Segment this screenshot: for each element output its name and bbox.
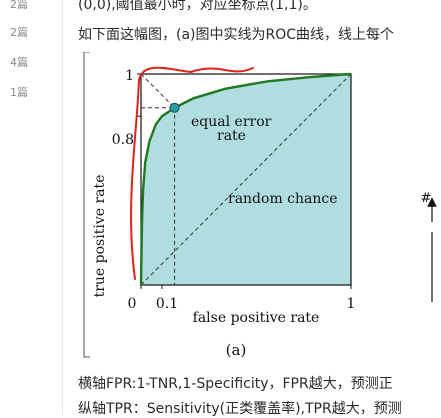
random-chance-label: random chance [228, 191, 338, 207]
sidebar-item-count[interactable]: 2篇 [10, 0, 28, 11]
x-axis-label: false positive rate [193, 310, 320, 326]
article-text-line: 如下面这幅图，(a)图中实线为ROC曲线，线上每个 [78, 27, 395, 43]
article-text-line: 横轴FPR:1-TNR,1-Specificity，FPR越大，预测正 [78, 376, 393, 392]
random-chance-line [140, 73, 352, 286]
equal-error-point [169, 102, 180, 113]
sidebar-divider [62, 0, 63, 415]
sidebar-item-count[interactable]: 2篇 [10, 26, 28, 39]
partial-right-label: # [421, 191, 432, 206]
x-tick-label: 0 [128, 296, 137, 312]
x-tick-label: 1 [347, 296, 356, 312]
roc-curve-line [139, 72, 352, 286]
roc-chart: true positive rate false positive rate (… [83, 51, 437, 359]
plot-frame [140, 73, 352, 286]
sidebar: 2篇 2篇 4篇 1篇 [0, 0, 56, 415]
figure-caption: (a) [226, 341, 247, 359]
y-tick-label: 1 [125, 68, 134, 84]
sidebar-item-count[interactable]: 4篇 [10, 56, 28, 69]
sidebar-item-count[interactable]: 1篇 [10, 86, 28, 99]
equal-error-label: rate [217, 128, 246, 144]
figure-bracket-left [83, 51, 90, 358]
equal-error-guide [140, 73, 175, 109]
roc-figure: true positive rate false positive rate (… [80, 51, 441, 364]
y-axis-label: true positive rate [92, 175, 108, 298]
article-text-line: (0,0),阈值最小时，对应坐标点(1,1)。 [78, 0, 317, 13]
y-tick-label: 0.8 [112, 132, 134, 148]
handdrawn-annotation [130, 66, 254, 280]
article-text-line: 纵轴TPR：Sensitivity(正类覆盖率),TPR越大，预测 [78, 401, 402, 417]
x-tick-label: 0.1 [156, 296, 178, 312]
equal-error-label: equal error [191, 114, 272, 130]
